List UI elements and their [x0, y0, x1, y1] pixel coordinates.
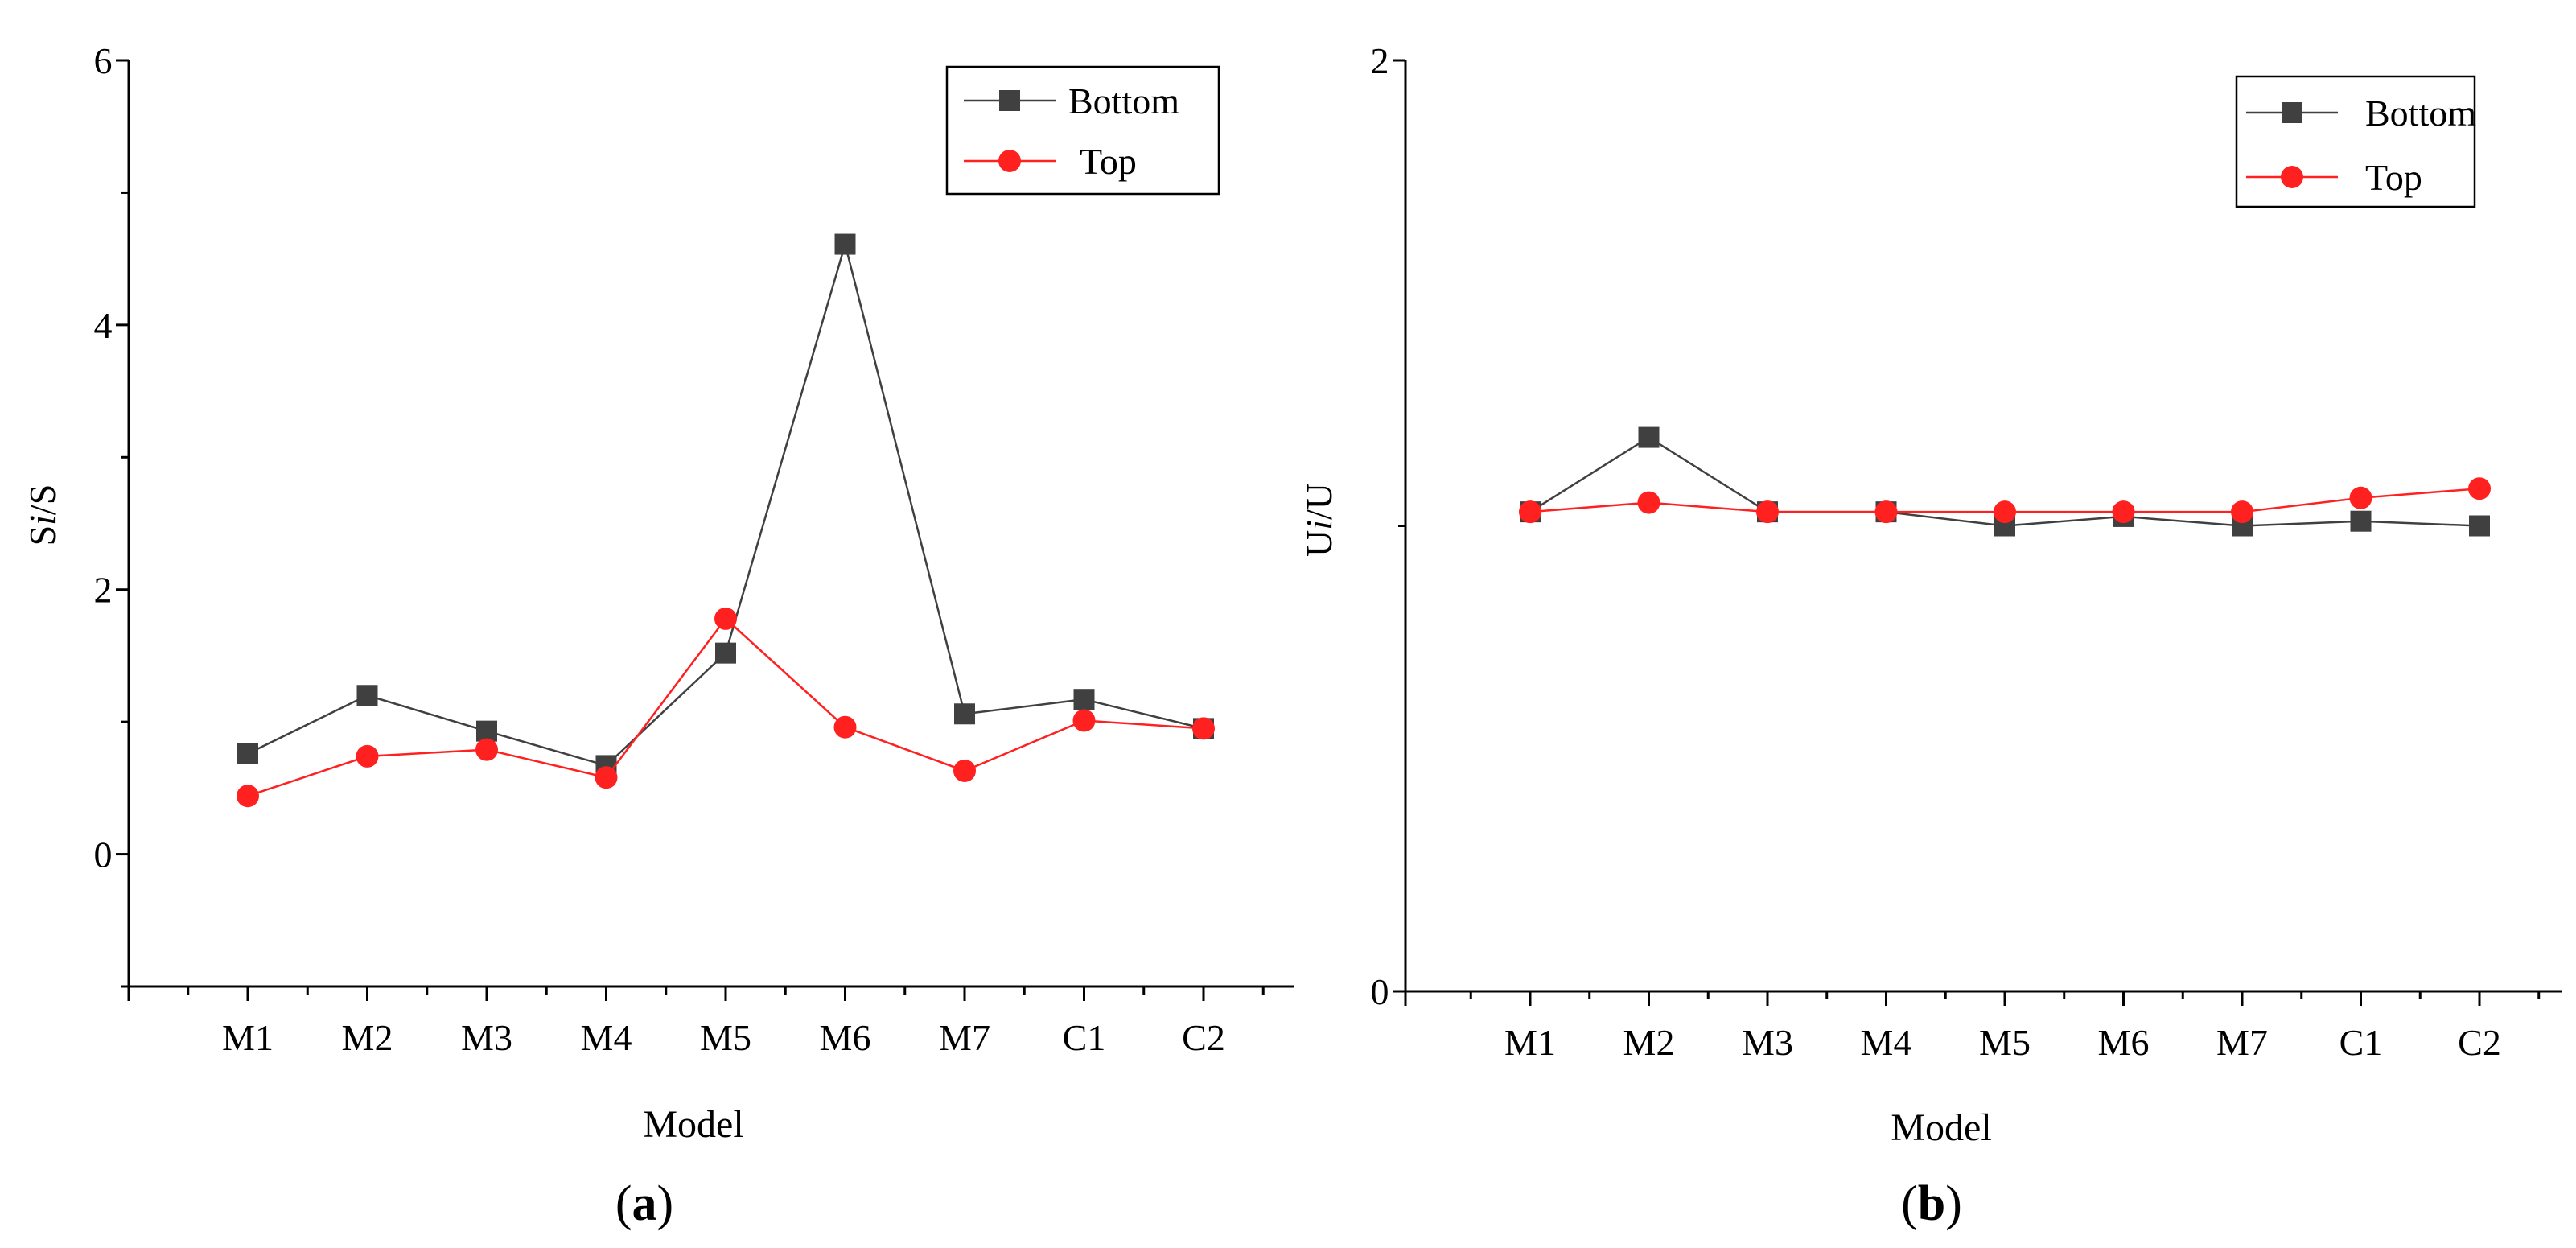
- panel-a-axes: [127, 60, 1294, 988]
- panel-b-x-tick-label: M4: [1861, 1022, 1912, 1063]
- panel-a-x-tick-label: M5: [700, 1017, 751, 1058]
- panel-b-series-bottom-point: [2350, 510, 2372, 532]
- panel-a-x-tick-label: C1: [1063, 1017, 1106, 1058]
- panel-b-series-top-point: [1637, 491, 1660, 514]
- panel-b-y-tick-label: 0: [1371, 971, 1389, 1012]
- panel-b-x-tick-label: C1: [2339, 1022, 2383, 1063]
- panel-a-x-tick-label: M6: [820, 1017, 871, 1058]
- panel-b-series-top-point: [1519, 500, 1541, 524]
- panel-a-series-bottom-point: [356, 685, 378, 706]
- panel-a-y-tick-label: 4: [94, 305, 113, 346]
- panel-b-x-tick-label: M6: [2098, 1022, 2150, 1063]
- panel-b-series-bottom-point: [2469, 515, 2490, 537]
- panel-b-legend: Bottom Top: [2235, 75, 2476, 208]
- panel-a-legend-bottom-label: Bottom: [1068, 80, 1179, 122]
- panel-b-label: (b): [1901, 1176, 1962, 1231]
- panel-a-series: [237, 233, 1215, 808]
- panel-a-series-bottom-point: [954, 703, 975, 725]
- panel-a-legend-bottom-marker: [999, 90, 1020, 111]
- panel-a-legend: Bottom Top: [945, 65, 1220, 196]
- panel-a-y-tick-label: 2: [94, 570, 113, 611]
- panel-a-series-top-point: [475, 738, 498, 761]
- panel-a-x-tick-label: M4: [581, 1017, 632, 1058]
- panel-b-x-tick-label: M2: [1623, 1022, 1675, 1063]
- panel-a-series-top-point: [953, 759, 976, 782]
- panel-b-y-axis-title: Ui/U: [1298, 483, 1339, 557]
- panel-b-series-top-point: [2468, 477, 2491, 500]
- panel-b-x-tick-label: M7: [2216, 1022, 2268, 1063]
- panel-a-series-top-point: [595, 766, 618, 789]
- panel-b-legend-bottom-marker: [2282, 102, 2302, 123]
- panel-b-series: [1519, 426, 2491, 537]
- panel-b-x-tick-label: M5: [1979, 1022, 2031, 1063]
- panel-a-chart: 0 2 4 6 M1 M2 M3 M4 M5 M6 M7 C1 C2 Model Si/S Botto…: [22, 40, 1294, 1231]
- panel-a-x-tick-label: M1: [222, 1017, 274, 1058]
- panel-b-series-top-point: [2112, 500, 2135, 524]
- panel-b-series-top-point: [2349, 486, 2372, 509]
- panel-a-x-tick-label: M3: [461, 1017, 512, 1058]
- panel-b-series-top-point: [1756, 500, 1779, 524]
- panel-a-series-bottom-point: [237, 743, 258, 764]
- panel-a-series-bottom-point: [1073, 689, 1095, 710]
- panel-a-y-tick-label: 6: [94, 40, 113, 81]
- panel-b-legend-box: [2235, 75, 2476, 208]
- panel-a-x-tick-label: M7: [939, 1017, 990, 1058]
- panel-b-x-tick-label: M1: [1504, 1022, 1556, 1063]
- panel-a-series-top-point: [1072, 709, 1096, 732]
- panel-b-chart: 02 M1 M2 M3 M4 M5 M6 M7 C1 C2 Model Ui/U Bottom …: [1298, 40, 2562, 1231]
- panel-b-legend-top-label: Top: [2365, 157, 2422, 198]
- panel-b-legend-top-marker: [2281, 166, 2303, 188]
- panel-b-x-tick-label: C2: [2458, 1022, 2501, 1063]
- panel-b-series-bottom-point: [1638, 426, 1660, 448]
- panel-a-legend-top-label: Top: [1080, 141, 1137, 182]
- panel-a-series-bottom-point: [476, 720, 497, 742]
- panel-a-series-bottom-point: [715, 642, 736, 664]
- panel-a-series-top-point: [356, 744, 379, 768]
- panel-a-series-top-point: [1192, 717, 1215, 740]
- panel-b-legend-bottom-label: Bottom: [2365, 93, 2476, 134]
- panel-a-series-bottom-point: [834, 233, 856, 255]
- panel-b-x-axis-title: Model: [1891, 1106, 1991, 1149]
- panel-a-series-top-point: [237, 785, 259, 808]
- panel-a-series-top-point: [714, 607, 737, 630]
- panel-a-legend-box: [945, 65, 1220, 196]
- panel-b-y-ticks: 02: [1371, 40, 1405, 1012]
- panel-b-series-top-point: [1994, 500, 2016, 524]
- panel-b-series-top-point: [1874, 500, 1898, 524]
- panel-a-x-axis-title: Model: [643, 1103, 743, 1146]
- panel-b-y-tick-label: 2: [1371, 40, 1389, 81]
- panel-a-x-ticks: M1 M2 M3 M4 M5 M6 M7 C1 C2: [127, 986, 1265, 1058]
- panel-a-x-tick-label: M2: [342, 1017, 393, 1058]
- panel-a-label: (a): [615, 1176, 673, 1231]
- panel-a-y-tick-label: 0: [94, 834, 113, 875]
- panel-a-series-bottom-line: [247, 240, 1204, 767]
- panel-a-y-axis-title: Si/S: [22, 484, 63, 546]
- panel-b-x-ticks: M1 M2 M3 M4 M5 M6 M7 C1 C2: [1404, 991, 2541, 1063]
- panel-b-x-tick-label: M3: [1742, 1022, 1793, 1063]
- panel-a-series-top-point: [833, 715, 857, 739]
- panel-a-y-ticks: 0 2 4 6: [94, 40, 129, 988]
- panel-b-series-top-point: [2231, 500, 2253, 524]
- panel-a-legend-top-marker: [998, 150, 1021, 172]
- panel-a-x-tick-label: C2: [1182, 1017, 1225, 1058]
